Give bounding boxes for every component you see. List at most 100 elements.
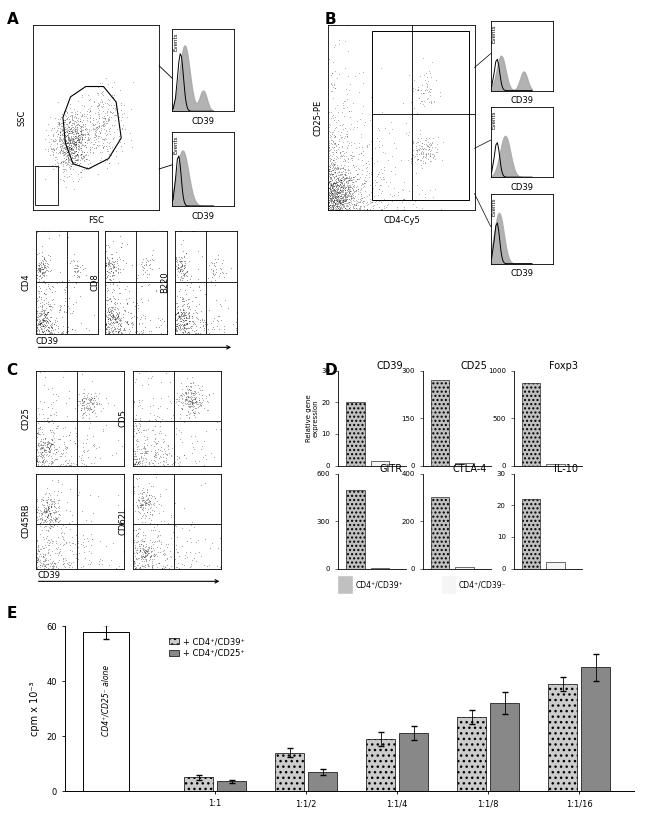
Point bbox=[35, 261, 46, 274]
Point bbox=[170, 263, 180, 276]
Point bbox=[335, 196, 346, 209]
Point bbox=[47, 417, 58, 430]
Point bbox=[209, 267, 220, 280]
Point bbox=[125, 126, 135, 139]
Point bbox=[64, 433, 75, 447]
Point bbox=[31, 325, 42, 338]
Point bbox=[329, 190, 339, 204]
Point bbox=[62, 152, 73, 165]
Point bbox=[323, 204, 333, 217]
Point bbox=[170, 561, 181, 574]
Point bbox=[331, 204, 341, 217]
Point bbox=[71, 129, 81, 143]
Point bbox=[354, 172, 364, 185]
Point bbox=[79, 446, 89, 459]
Point bbox=[170, 322, 181, 335]
Point bbox=[326, 197, 336, 210]
Point bbox=[31, 294, 42, 307]
Point bbox=[62, 157, 73, 171]
Point bbox=[335, 145, 345, 158]
Point bbox=[78, 118, 88, 131]
Point bbox=[209, 269, 219, 282]
Point bbox=[55, 129, 65, 142]
Point bbox=[52, 224, 62, 237]
Point bbox=[64, 153, 74, 166]
Point bbox=[324, 169, 334, 182]
Point bbox=[175, 311, 185, 324]
Point bbox=[369, 157, 379, 170]
Point bbox=[43, 438, 53, 451]
Point bbox=[114, 281, 124, 294]
Point bbox=[40, 443, 51, 456]
Point bbox=[144, 494, 155, 508]
Point bbox=[66, 142, 77, 155]
Point bbox=[172, 386, 183, 400]
Point bbox=[66, 109, 76, 122]
Point bbox=[76, 119, 86, 133]
Point bbox=[36, 455, 47, 468]
Point bbox=[47, 545, 57, 558]
Point bbox=[67, 307, 77, 320]
Point bbox=[428, 131, 438, 144]
Point bbox=[64, 121, 74, 134]
Point bbox=[330, 82, 341, 95]
Point bbox=[32, 311, 43, 324]
Point bbox=[49, 133, 60, 146]
Point bbox=[89, 96, 99, 109]
Point bbox=[327, 182, 337, 195]
Point bbox=[109, 399, 119, 412]
Point bbox=[330, 203, 341, 216]
Point bbox=[86, 547, 96, 560]
Point bbox=[129, 485, 140, 498]
Point bbox=[88, 456, 99, 470]
Point bbox=[103, 156, 114, 169]
Point bbox=[136, 502, 147, 515]
Point bbox=[146, 536, 157, 549]
Point bbox=[333, 168, 343, 181]
Point bbox=[36, 442, 47, 455]
Point bbox=[77, 132, 87, 145]
Point bbox=[56, 157, 66, 170]
Point bbox=[31, 454, 42, 467]
Point bbox=[328, 157, 338, 170]
Point bbox=[98, 142, 108, 155]
Point bbox=[140, 452, 150, 465]
Point bbox=[64, 137, 74, 150]
Point bbox=[331, 185, 341, 199]
Point bbox=[355, 204, 365, 217]
Point bbox=[58, 538, 69, 551]
Point bbox=[94, 111, 105, 124]
Point bbox=[107, 302, 117, 315]
Point bbox=[340, 167, 350, 180]
Point bbox=[332, 190, 342, 204]
Point bbox=[166, 510, 176, 523]
Point bbox=[170, 323, 181, 336]
Point bbox=[337, 118, 348, 131]
Point bbox=[133, 455, 143, 468]
Point bbox=[72, 113, 83, 126]
Point bbox=[67, 108, 77, 121]
Point bbox=[133, 527, 143, 540]
Point bbox=[39, 504, 49, 517]
Point bbox=[330, 191, 340, 204]
Point bbox=[64, 126, 75, 139]
Point bbox=[70, 265, 80, 278]
Point bbox=[62, 495, 72, 508]
Point bbox=[46, 449, 56, 462]
Point bbox=[361, 199, 372, 212]
Point bbox=[142, 438, 152, 452]
Point bbox=[36, 308, 46, 321]
Point bbox=[417, 201, 427, 214]
Point bbox=[55, 172, 66, 185]
Point bbox=[44, 442, 55, 456]
Point bbox=[31, 319, 41, 332]
Point bbox=[42, 544, 53, 557]
Point bbox=[105, 325, 115, 339]
Point bbox=[326, 193, 337, 206]
Point bbox=[349, 199, 359, 212]
Point bbox=[188, 440, 198, 453]
Point bbox=[328, 177, 338, 190]
Point bbox=[144, 267, 155, 280]
Point bbox=[390, 161, 400, 174]
Point bbox=[38, 505, 48, 518]
